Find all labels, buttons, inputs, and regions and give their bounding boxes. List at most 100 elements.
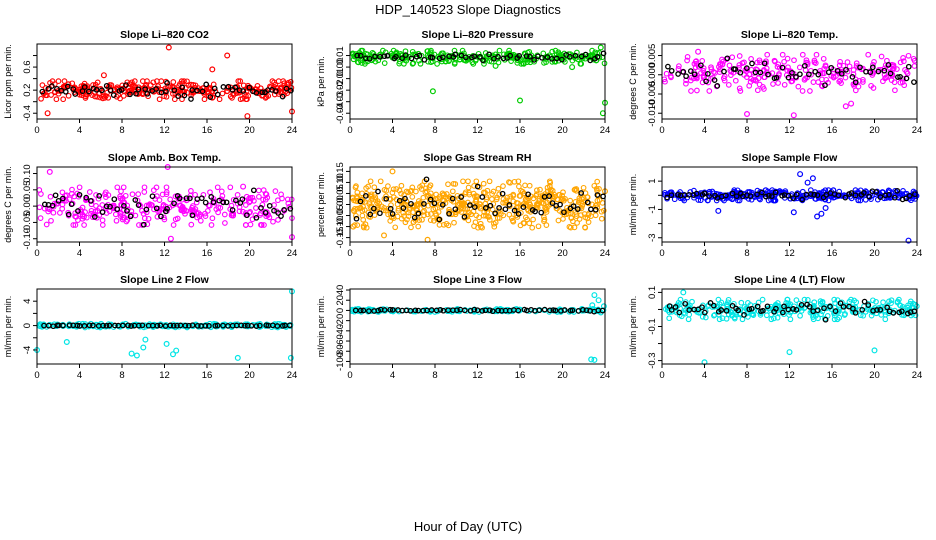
data-point <box>817 306 824 312</box>
data-point <box>38 95 44 102</box>
data-point <box>562 195 568 202</box>
hourly-mean-point <box>527 53 533 60</box>
outlier-point <box>818 210 825 217</box>
y-tick-label: 40 <box>335 285 346 296</box>
hourly-mean-point <box>52 192 59 199</box>
hourly-mean-point <box>393 53 399 60</box>
data-point <box>799 51 806 58</box>
hourly-mean-point <box>107 87 114 94</box>
x-axis: 0 4 8 12 16 20 24 <box>34 364 297 381</box>
data-point <box>143 209 150 216</box>
data-point <box>396 187 403 194</box>
hourly-mean-point <box>461 213 468 220</box>
data-point <box>193 199 200 206</box>
data-point <box>894 298 901 305</box>
data-point <box>522 196 529 203</box>
hourly-mean-point <box>536 307 543 314</box>
hourly-mean-point <box>544 54 551 60</box>
data-point <box>393 186 400 192</box>
data-point <box>795 83 802 90</box>
hourly-mean-point <box>112 322 118 329</box>
hourly-mean-point <box>506 202 513 208</box>
data-point <box>830 74 837 81</box>
data-point <box>357 204 364 211</box>
data-point <box>891 79 898 86</box>
data-point <box>70 222 77 228</box>
hourly-mean-point <box>140 221 147 228</box>
data-point <box>684 57 690 64</box>
hourly-mean-point <box>801 62 808 69</box>
hourly-mean-point <box>103 203 110 210</box>
hourly-mean-point <box>561 307 568 313</box>
outlier-point <box>786 349 793 356</box>
data-point <box>86 189 93 195</box>
x-tick-label: 16 <box>515 125 526 136</box>
x-tick-label: 24 <box>912 125 923 136</box>
hourly-mean-point <box>421 201 427 207</box>
hourly-mean-point <box>668 67 675 74</box>
y-tick-label: -0.10 <box>335 216 346 238</box>
data-point <box>59 205 66 212</box>
data-point <box>596 186 602 192</box>
hourly-mean-point <box>214 91 221 98</box>
hourly-mean-point <box>806 71 812 78</box>
x-axis: 0 4 8 12 16 20 24 <box>659 364 922 381</box>
data-point <box>473 193 480 199</box>
data-point <box>97 94 103 101</box>
hourly-mean-point <box>411 214 418 221</box>
data-point <box>219 90 226 97</box>
data-point <box>477 220 484 227</box>
data-point <box>159 191 166 198</box>
outlier-point <box>848 100 855 107</box>
outlier-point <box>173 347 180 354</box>
hourly-mean-point <box>859 306 866 313</box>
x-tick-label: 0 <box>659 248 664 259</box>
hourly-mean-point <box>814 192 821 199</box>
y-axis-label: degrees C per min. <box>628 43 638 120</box>
hourly-mean-point <box>594 192 601 198</box>
y-tick-label: 4 <box>22 299 33 304</box>
hourly-mean-point <box>668 307 675 313</box>
data-point <box>819 298 826 305</box>
series-points <box>662 289 920 366</box>
data-point <box>725 299 731 306</box>
x-tick-label: 4 <box>390 370 395 381</box>
data-point <box>37 215 44 221</box>
outlier-point <box>905 237 912 244</box>
data-point <box>860 76 866 83</box>
data-point <box>741 59 747 66</box>
data-point <box>811 57 818 64</box>
data-point <box>775 61 782 68</box>
hourly-mean-point <box>383 195 390 202</box>
hourly-mean-point <box>142 86 149 93</box>
data-point <box>754 59 761 66</box>
data-point <box>868 312 875 319</box>
hourly-mean-point <box>86 322 93 329</box>
hourly-mean-point <box>724 55 731 62</box>
data-point <box>774 314 781 321</box>
hourly-mean-point <box>65 211 72 218</box>
data-point <box>398 190 404 197</box>
x-axis: 0 4 8 12 16 20 24 <box>659 119 922 136</box>
hourly-mean-point <box>561 209 567 216</box>
data-point <box>567 197 574 204</box>
outlier-point <box>350 223 357 230</box>
hourly-mean-point <box>570 203 577 210</box>
x-tick-label: 16 <box>202 248 213 259</box>
data-point <box>725 296 732 303</box>
data-point <box>793 297 800 303</box>
y-tick-label: 0.00 <box>335 195 346 214</box>
hourly-mean-point <box>157 322 164 329</box>
data-point <box>275 78 282 84</box>
hourly-mean-point <box>266 202 273 209</box>
y-tick-label: 0 <box>335 308 346 313</box>
data-point <box>538 200 545 206</box>
data-point <box>372 197 379 203</box>
data-point <box>496 47 503 54</box>
hourly-mean-point <box>495 54 501 60</box>
outlier-point <box>381 232 388 239</box>
data-point <box>216 96 223 103</box>
hourly-mean-point <box>96 193 103 199</box>
hourly-mean-point <box>427 196 434 203</box>
x-tick-label: 4 <box>702 125 707 136</box>
